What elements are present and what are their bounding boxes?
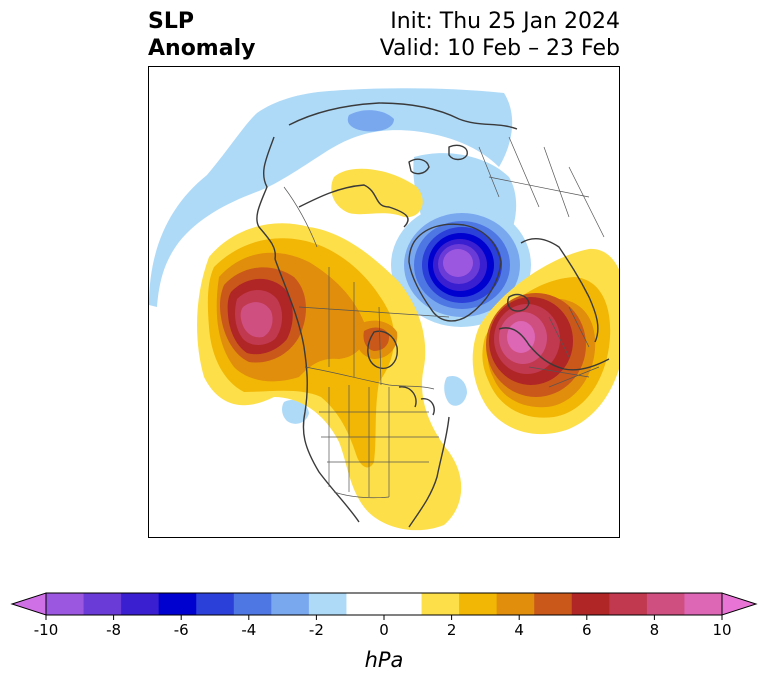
coast-atlantic-east	[408, 416, 450, 528]
colorbar-tick-label: 0	[379, 621, 389, 639]
title-line-1: SLP	[148, 9, 194, 34]
colorbar-extend-low	[10, 592, 47, 616]
colorbar-tick-label: -4	[241, 621, 256, 639]
border-us-mexico	[333, 491, 390, 499]
colorbar-tick-label: -10	[34, 621, 59, 639]
colorbar: -10 -8 -6 -4 -2 0 2 4 6 8 10 hPa	[0, 588, 768, 684]
contour-neg-atlantic-small	[444, 375, 467, 406]
coastlines	[256, 102, 610, 528]
coast-europe	[498, 327, 610, 371]
coast-hudson-bay	[367, 330, 398, 369]
border-us-canada	[304, 366, 435, 390]
contour-neg-2-siberia	[347, 110, 394, 132]
colorbar-segment	[196, 593, 235, 615]
valid-date-label: Valid: 10 Feb – 23 Feb	[379, 36, 620, 61]
colorbar-segments	[10, 592, 758, 616]
colorbar-segment	[609, 593, 648, 615]
canada-province-lines	[298, 267, 450, 386]
colorbar-svg: -10 -8 -6 -4 -2 0 2 4 6 8 10 hPa	[10, 592, 758, 672]
coast-scandinavia	[520, 237, 599, 343]
contour-pos-7	[240, 302, 273, 338]
contour-pos-1-arctic	[331, 168, 423, 218]
coast-greenland	[408, 223, 502, 322]
colorbar-segment	[308, 593, 347, 615]
europe-country-lines	[528, 306, 600, 388]
colorbar-extend-high	[721, 592, 758, 616]
coast-iceland	[506, 293, 530, 312]
contour-neg-pacific-small	[282, 399, 309, 424]
map-title-variable: SLP Anomaly	[148, 8, 255, 62]
colorbar-segment	[684, 593, 723, 615]
colorbar-segment	[158, 593, 197, 615]
contour-neg-8	[443, 249, 473, 277]
coast-great-lakes	[398, 386, 435, 416]
russia-region-lines	[478, 136, 605, 238]
coast-alaska-west	[256, 136, 276, 260]
colorbar-tick-label: -6	[174, 621, 189, 639]
colorbar-segment	[571, 593, 610, 615]
contour-neg-pacific-arc	[149, 88, 513, 307]
coast-pacific-west	[274, 258, 360, 523]
colorbar-segment	[233, 593, 272, 615]
border-alaska	[283, 186, 318, 248]
colorbar-tick-label: 8	[650, 621, 660, 639]
colorbar-segment	[271, 593, 310, 615]
colorbar-segment	[646, 593, 685, 615]
coast-arctic-canada	[298, 184, 409, 228]
contour-pos-8-europe	[507, 321, 535, 353]
positive-anomaly-regions	[197, 168, 462, 531]
colorbar-segment	[384, 593, 423, 615]
title-line-2: Anomaly	[148, 36, 256, 61]
colorbar-tick-label: 2	[447, 621, 457, 639]
colorbar-segment	[83, 593, 122, 615]
colorbar-unit-label: hPa	[365, 648, 404, 672]
colorbar-segment	[121, 593, 160, 615]
init-date-label: Init: Thu 25 Jan 2024	[390, 9, 620, 34]
colorbar-tick-label: 4	[514, 621, 524, 639]
slp-anomaly-map	[148, 66, 620, 538]
contour-pos-4-east	[363, 327, 390, 351]
colorbar-segment	[346, 593, 385, 615]
colorbar-tick-label: -8	[106, 621, 121, 639]
europe-high	[472, 248, 619, 435]
map-canvas	[149, 88, 619, 531]
colorbar-tick-label: 6	[582, 621, 592, 639]
political-borders	[283, 136, 605, 499]
coast-arctic-islands	[408, 144, 468, 175]
colorbar-segment	[46, 593, 85, 615]
colorbar-segment	[496, 593, 535, 615]
colorbar-segment	[459, 593, 498, 615]
colorbar-segment	[421, 593, 460, 615]
colorbar-ticks: -10 -8 -6 -4 -2 0 2 4 6 8 10	[34, 615, 732, 639]
colorbar-tick-label: 10	[712, 621, 731, 639]
coast-siberia	[288, 102, 518, 130]
us-state-lines	[319, 385, 439, 497]
colorbar-tick-label: -2	[309, 621, 324, 639]
colorbar-segment	[534, 593, 573, 615]
map-title-dates: Init: Thu 25 Jan 2024 Valid: 10 Feb – 23…	[380, 8, 620, 62]
